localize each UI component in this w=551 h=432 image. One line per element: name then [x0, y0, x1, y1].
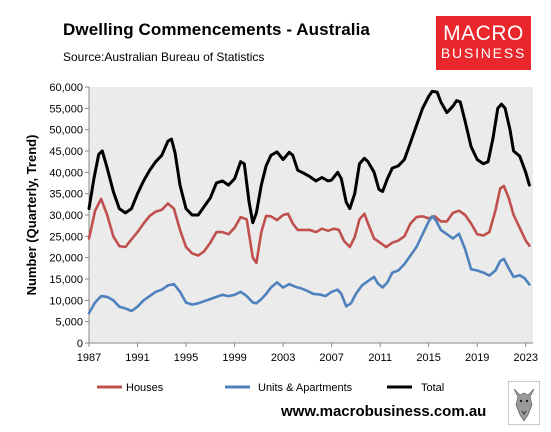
legend-label-total: Total — [421, 382, 444, 394]
x-tick-label: 2015 — [416, 352, 440, 364]
y-tick-label: 40,000 — [49, 167, 83, 179]
x-tick-label: 2011 — [368, 352, 392, 364]
y-tick-label: 45,000 — [49, 146, 83, 158]
x-tick-label: 1995 — [174, 352, 198, 364]
chart-subtitle: Source:Australian Bureau of Statistics — [63, 50, 265, 64]
y-tick-label: 50,000 — [49, 125, 83, 137]
series-line-units-apartments — [87, 215, 531, 315]
logo-line-1: MACRO — [443, 22, 524, 45]
series-line-houses — [87, 184, 531, 265]
y-tick-label: 30,000 — [49, 210, 83, 222]
legend-label-houses: Houses — [126, 382, 164, 394]
y-tick-label: 15,000 — [49, 274, 83, 286]
y-tick-label: 35,000 — [49, 189, 83, 201]
y-tick-label: 10,000 — [49, 295, 83, 307]
y-tick-label: 25,000 — [49, 231, 83, 243]
x-tick-label: 1987 — [77, 352, 101, 364]
x-tick-label: 1991 — [125, 352, 149, 364]
plot-area — [89, 87, 533, 343]
x-tick-label: 2019 — [465, 352, 489, 364]
y-tick-label: 5,000 — [55, 317, 83, 329]
y-tick-label: 0 — [77, 338, 83, 350]
series-line-total — [87, 89, 531, 225]
footer-url: www.macrobusiness.com.au — [281, 403, 487, 420]
legend-label-units-apartments: Units & Apartments — [258, 382, 353, 394]
chart-title: Dwelling Commencements - Australia — [63, 20, 370, 39]
x-tick-label: 2023 — [513, 352, 537, 364]
macrobusiness-logo: MACRO BUSINESS — [436, 16, 531, 70]
y-tick-label: 55,000 — [49, 103, 83, 115]
y-tick-label: 20,000 — [49, 253, 83, 265]
x-tick-label: 2003 — [271, 352, 295, 364]
wolf-icon — [508, 381, 540, 425]
logo-line-2: BUSINESS — [440, 45, 527, 61]
y-axis-label: Number (Quarterly, Trend) — [24, 135, 39, 296]
x-tick-label: 2007 — [319, 352, 343, 364]
x-tick-label: 1999 — [222, 352, 246, 364]
y-tick-label: 60,000 — [49, 82, 83, 94]
